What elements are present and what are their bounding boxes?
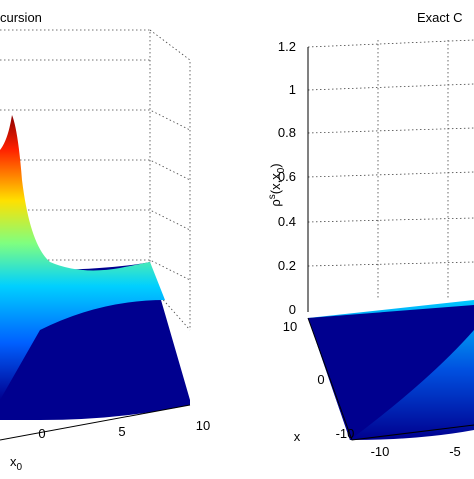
- surface-peak: [0, 115, 165, 400]
- z-tick-label: 1.2: [278, 39, 296, 54]
- x-axis-label: x: [294, 429, 301, 444]
- panel-title: cursion: [0, 10, 42, 25]
- right-panel: 1.2 1 0.8 0.6 0.4 0.2 0 10 0 -10 -10 -5 …: [267, 10, 474, 459]
- x-axis: [0, 404, 191, 441]
- y-tick-label: 10: [283, 319, 297, 334]
- x-tick-label: 5: [118, 424, 125, 439]
- x-axis-label: x0: [10, 454, 23, 473]
- box-lines: [307, 39, 474, 310]
- z-tick-label: 0.2: [278, 258, 296, 273]
- y-tick-label: 0: [317, 372, 324, 387]
- left-panel: 0 5 10 x0 cursion: [0, 10, 210, 473]
- x-tick-label: -5: [449, 444, 461, 459]
- x-tick-label: 0: [38, 426, 45, 441]
- x-tick-label: -10: [371, 444, 390, 459]
- z-axis-label: ρs(x,x0): [267, 163, 287, 206]
- x-tick-label: 10: [196, 418, 210, 433]
- y-tick-label: -10: [336, 426, 355, 441]
- y-axis: [307, 317, 474, 441]
- z-tick-label: 0.4: [278, 214, 296, 229]
- z-tick-label: 0.6: [278, 169, 296, 184]
- z-tick-label: 1: [289, 82, 296, 97]
- z-tick-label: 0: [289, 302, 296, 317]
- z-tick-label: 0.8: [278, 125, 296, 140]
- panel-title: Exact C: [417, 10, 463, 25]
- box-lines: [0, 29, 191, 331]
- surface-floor-dark: [308, 305, 474, 440]
